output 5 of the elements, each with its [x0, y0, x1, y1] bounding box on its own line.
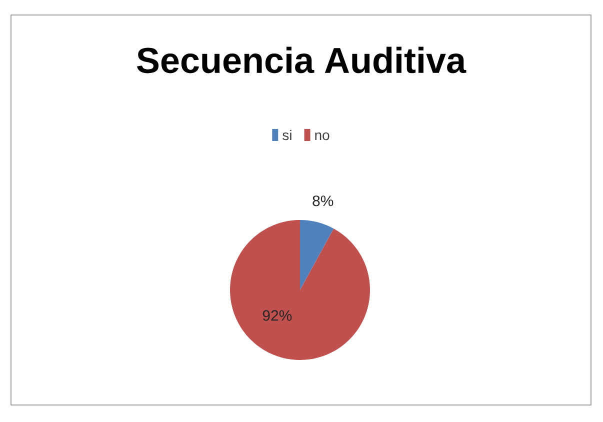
legend-label: si — [282, 130, 292, 140]
data-label: 8% — [312, 196, 334, 206]
legend-label: no — [315, 132, 330, 140]
data-label: 92% — [262, 310, 292, 321]
chart-title: Secuencia Auditiva — [136, 46, 466, 74]
